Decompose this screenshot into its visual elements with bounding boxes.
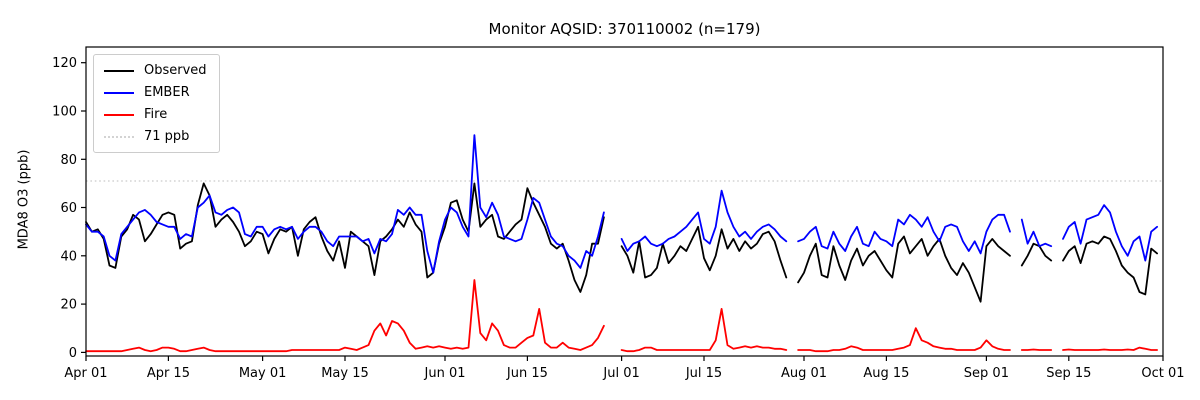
plot-frame (85, 46, 1164, 357)
y-tick-label: 100 (52, 105, 77, 120)
y-tick-label: 60 (60, 201, 77, 216)
ember-line-sample (104, 91, 134, 94)
legend-label-ember: EMBER (144, 85, 190, 100)
x-tick-label: Aug 15 (863, 366, 909, 381)
observed-line (85, 182, 1158, 303)
fire-line (85, 279, 1158, 353)
y-tick-label: 20 (60, 298, 77, 313)
x-tick-label: Oct 01 (1141, 366, 1184, 381)
chart-title: Monitor AQSID: 370110002 (n=179) (488, 20, 761, 38)
observed-line-sample (104, 69, 134, 72)
ember-line (85, 134, 1158, 274)
x-tick-label: Jun 15 (506, 366, 548, 381)
legend-label-fire: Fire (144, 107, 168, 122)
threshold-line-sample (104, 135, 134, 138)
x-tick-label: Apr 15 (147, 366, 190, 381)
legend-item-threshold: 71 ppb (104, 129, 207, 144)
x-tick-label: Jul 01 (602, 366, 639, 381)
x-tick-label: May 01 (239, 366, 287, 381)
legend-item-ember: EMBER (104, 85, 207, 100)
y-tick-label: 0 (69, 346, 77, 361)
legend: Observed EMBER Fire 71 ppb (93, 54, 220, 153)
y-tick-label: 40 (60, 249, 77, 264)
x-tick-label: May 15 (321, 366, 369, 381)
x-tick-label: Aug 01 (781, 366, 827, 381)
x-tick-label: Sep 01 (964, 366, 1009, 381)
x-tick-label: Apr 01 (64, 366, 107, 381)
x-tick-label: Sep 15 (1046, 366, 1091, 381)
legend-item-observed: Observed (104, 63, 207, 78)
y-tick-label: 80 (60, 153, 77, 168)
y-tick-label: 120 (52, 56, 77, 71)
fire-line-sample (104, 113, 134, 116)
x-tick-label: Jul 15 (685, 366, 722, 381)
legend-label-observed: Observed (144, 63, 207, 78)
x-tick-label: Jun 01 (424, 366, 466, 381)
legend-label-threshold: 71 ppb (144, 129, 190, 144)
legend-item-fire: Fire (104, 107, 207, 122)
